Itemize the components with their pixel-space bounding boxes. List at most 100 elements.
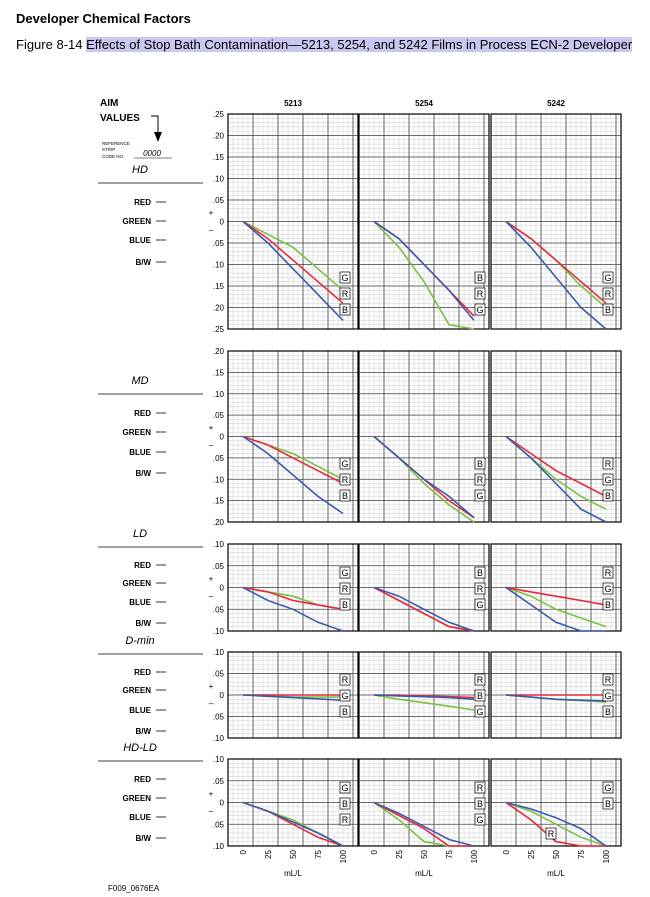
series-label-G: G [476,600,483,610]
panel-frame [358,543,490,632]
series-label-box [339,489,351,502]
series-line-R [373,586,475,632]
channel-label: GREEN [123,217,152,226]
plus-sign: + [209,682,214,691]
series-line-B [373,435,475,519]
channel-label: BLUE [129,706,151,715]
series-line-B [505,586,606,632]
channel-label: B/W [135,834,151,843]
series-label-G: G [604,783,611,793]
y-tick-label: .05 [213,605,225,614]
panel-frame [358,113,490,330]
y-tick-label: .10 [213,842,225,851]
x-tick-label: 100 [602,849,611,863]
panel-d-min-5242: RGB [490,651,622,739]
series-line-G [373,220,475,330]
section-title: Developer Chemical Factors [16,11,191,26]
panel-frame [227,651,359,739]
series-line-B [505,220,607,330]
x-tick-label: 0 [239,849,248,854]
x-tick-label: 25 [527,849,536,858]
aim-title: AIM [100,98,118,109]
x-tick-label: 0 [370,849,379,854]
series-label-box [474,781,486,794]
x-tick-label: 100 [470,849,479,863]
series-label-box [474,705,486,718]
channel-label: RED [134,561,151,570]
y-tick-label: .10 [213,175,225,184]
channel-label: B/W [135,727,151,736]
x-tick-label: 75 [577,849,586,858]
y-tick-label: .05 [213,713,225,722]
channel-label: RED [134,668,151,677]
series-line-G [505,801,607,847]
series-label-box [339,813,351,826]
y-tick-label: .15 [213,153,225,162]
series-label-box [474,473,486,486]
series-line-B [242,435,344,515]
series-line-R [505,220,607,304]
y-tick-label: .20 [213,518,225,527]
channel-label: B/W [135,469,151,478]
series-label-G: G [476,815,483,825]
series-label-box [602,271,614,284]
series-label-box [602,566,614,579]
panel-frame [358,350,490,523]
series-label-G: G [604,691,611,701]
panel-md-5242: RGB [490,350,622,523]
series-label-box [602,598,614,611]
series-line-R [505,435,607,498]
plus-sign: + [209,424,214,433]
channel-label: GREEN [123,794,152,803]
plus-sign: + [209,790,214,799]
series-line-G [505,586,607,628]
y-tick-label: .15 [213,368,225,377]
x-tick-label: 50 [289,849,298,858]
series-label-box [339,598,351,611]
series-label-G: G [341,568,348,578]
series-label-G: G [341,459,348,469]
series-label-box [474,582,486,595]
y-tick-label: .10 [213,475,225,484]
channel-label: GREEN [123,579,152,588]
series-label-box [339,473,351,486]
x-tick-label: 50 [420,849,429,858]
y-tick-label: .05 [213,670,225,679]
channel-label: GREEN [123,686,152,695]
series-line-R [505,801,606,847]
panel-md-5213: GRB [227,350,359,523]
panel-frame [358,651,490,739]
panel-frame [227,758,359,847]
code-no-label: CODE NO. [102,154,124,159]
minus-sign: – [209,226,214,235]
x-tick-label: 25 [264,849,273,858]
panel-frame [490,543,622,632]
y-tick-label: .05 [213,411,225,420]
series-label-R: R [477,783,484,793]
series-label-box [339,673,351,686]
y-tick-label: .20 [213,304,225,313]
y-tick-label: .10 [213,261,225,270]
series-label-box [339,797,351,810]
channel-label: BLUE [129,448,151,457]
series-label-B: B [342,799,348,809]
series-label-box [602,303,614,316]
film-header-5254: 5254 [415,99,433,108]
series-label-R: R [605,289,612,299]
panel-frame [490,758,622,847]
series-label-B: B [477,568,483,578]
series-label-box [339,271,351,284]
series-label-box [474,797,486,810]
series-label-R: R [477,475,484,485]
channel-label: B/W [135,258,151,267]
y-tick-label: .25 [213,110,225,119]
series-label-box [474,271,486,284]
y-tick-label: .10 [213,540,225,549]
minus-sign: – [209,592,214,601]
channel-label: RED [134,198,151,207]
series-label-box [339,689,351,702]
figure-caption: Figure 8-14 Effects of Stop Bath Contami… [16,37,633,52]
panel-frame [490,350,622,523]
series-label-box [474,489,486,502]
